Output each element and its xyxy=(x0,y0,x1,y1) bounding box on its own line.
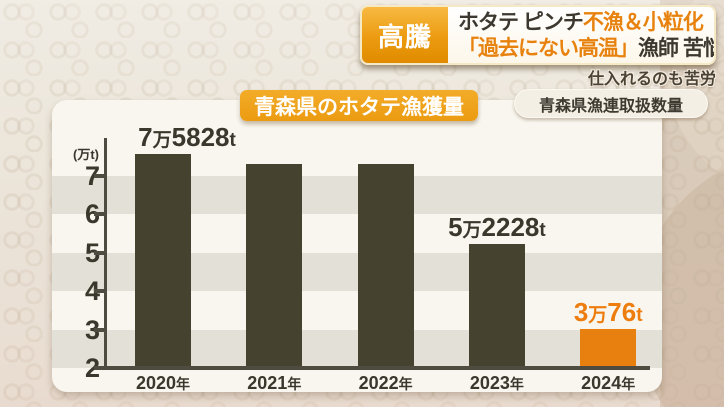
y-axis-unit-label: (万t) xyxy=(73,147,99,162)
y-tick-mark-6 xyxy=(94,212,105,217)
bar-2024年 xyxy=(580,329,637,368)
x-axis-label-2020年: 2020年 xyxy=(135,373,191,392)
y-tick-label-5: 5 xyxy=(84,237,100,268)
headline-topic-badge: 高騰 xyxy=(362,7,448,63)
chart-panel: (万t) 2020年 7万5828t 2021年 2022年 2023年 5万2228t 2… xyxy=(52,100,662,392)
chart-title-badge: 青森県のホタテ漁獲量 xyxy=(240,90,478,121)
value-label-2020年: 7万5828t xyxy=(138,121,236,152)
headline-line-2: 「過去にない高温」漁師 苦悩 xyxy=(458,36,716,62)
bar-2020年 xyxy=(135,153,191,368)
y-tick-label-2: 2 xyxy=(84,353,100,383)
y-tick-label-4: 4 xyxy=(84,276,100,307)
x-axis-line xyxy=(98,366,650,370)
x-axis-label-2024年: 2024年 xyxy=(581,373,636,392)
y-tick-mark-7 xyxy=(94,174,105,178)
headline-block: 高騰 ホタテ ピンチ不漁＆小粒化 「過去にない高温」漁師 苦悩 xyxy=(360,5,716,65)
headline-line-1: ホタテ ピンチ不漁＆小粒化 xyxy=(458,10,714,36)
x-axis-label-2023年: 2023年 xyxy=(469,373,524,392)
y-tick-label-3: 3 xyxy=(84,314,100,345)
bar-2021年 xyxy=(246,164,303,368)
chart-source-pill: 青森県漁連取扱数量 xyxy=(514,89,708,118)
value-label-2024年: 3万76t xyxy=(573,297,643,328)
y-tick-mark-3 xyxy=(94,327,105,332)
headline-line2-orange: 「過去にない高温」 xyxy=(458,37,639,60)
y-axis-line xyxy=(104,138,107,370)
subnote-caption: 仕入れるのも苦労 xyxy=(587,71,716,88)
y-tick-label-6: 6 xyxy=(84,199,100,230)
bar-2023年 xyxy=(468,244,525,368)
bar-2022年 xyxy=(357,164,414,368)
x-axis-label-2021年: 2021年 xyxy=(247,373,302,392)
headline-line1-orange: 不漁＆小粒化 xyxy=(582,11,704,34)
headline-line1-dark: ホタテ ピンチ xyxy=(458,11,584,34)
x-axis-label-2022年: 2022年 xyxy=(358,373,413,392)
value-label-2023年: 5万2228t xyxy=(448,212,546,243)
headline-text-box: ホタテ ピンチ不漁＆小粒化 「過去にない高温」漁師 苦悩 xyxy=(448,7,716,63)
plot-area: (万t) 2020年 7万5828t 2021年 2022年 2023年 5万2228t 2… xyxy=(52,100,662,392)
y-tick-mark-4 xyxy=(94,289,105,294)
y-tick-label-7: 7 xyxy=(84,161,100,191)
headline-line2-dark: 漁師 苦悩 xyxy=(638,37,716,60)
y-tick-mark-5 xyxy=(94,250,105,255)
